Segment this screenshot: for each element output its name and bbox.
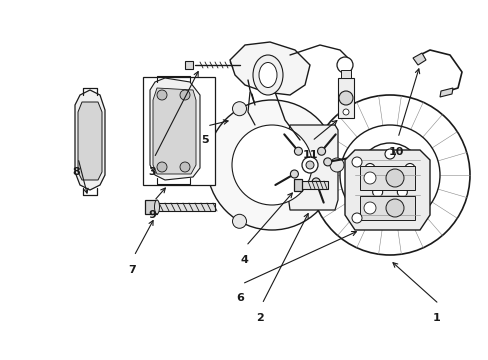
Polygon shape (293, 179, 302, 191)
Polygon shape (184, 61, 193, 69)
Circle shape (336, 57, 352, 73)
Ellipse shape (154, 200, 159, 214)
Circle shape (384, 149, 394, 159)
Polygon shape (229, 42, 309, 95)
Circle shape (329, 158, 343, 172)
Polygon shape (439, 88, 452, 97)
Polygon shape (78, 102, 102, 180)
Polygon shape (340, 70, 350, 78)
Circle shape (338, 91, 352, 105)
Text: 10: 10 (387, 147, 403, 157)
Circle shape (311, 178, 320, 186)
Polygon shape (153, 88, 196, 174)
Text: 9: 9 (148, 210, 156, 220)
Polygon shape (299, 181, 327, 189)
Circle shape (375, 161, 403, 189)
Text: 7: 7 (128, 265, 136, 275)
Circle shape (351, 157, 361, 167)
Circle shape (397, 187, 407, 197)
Text: 11: 11 (302, 150, 317, 160)
Circle shape (364, 163, 374, 174)
Polygon shape (145, 200, 157, 214)
Text: 5: 5 (201, 135, 208, 145)
Circle shape (323, 158, 331, 166)
Circle shape (232, 214, 246, 228)
Circle shape (404, 163, 414, 174)
Circle shape (372, 187, 382, 197)
Circle shape (363, 202, 375, 214)
Polygon shape (287, 125, 337, 210)
Polygon shape (345, 150, 429, 230)
Polygon shape (337, 78, 353, 118)
Circle shape (206, 100, 336, 230)
Circle shape (339, 125, 439, 225)
Polygon shape (155, 203, 215, 211)
Circle shape (317, 147, 325, 155)
Circle shape (357, 143, 421, 207)
Bar (142, 77, 215, 185)
Text: 1: 1 (432, 313, 440, 323)
Circle shape (351, 213, 361, 223)
Circle shape (302, 157, 317, 173)
Polygon shape (150, 78, 200, 180)
Polygon shape (359, 196, 414, 220)
Circle shape (294, 147, 302, 155)
Polygon shape (359, 166, 414, 190)
Circle shape (309, 95, 469, 255)
Polygon shape (75, 90, 105, 190)
Circle shape (290, 170, 298, 178)
Circle shape (180, 90, 190, 100)
Polygon shape (412, 53, 425, 65)
Circle shape (157, 162, 167, 172)
Circle shape (232, 102, 246, 116)
Circle shape (363, 172, 375, 184)
Text: 3: 3 (148, 167, 156, 177)
Circle shape (231, 125, 311, 205)
Circle shape (157, 90, 167, 100)
Text: 8: 8 (72, 167, 80, 177)
Circle shape (180, 162, 190, 172)
Circle shape (385, 199, 403, 217)
Ellipse shape (252, 55, 283, 95)
Text: 2: 2 (256, 313, 264, 323)
Circle shape (305, 161, 313, 169)
Ellipse shape (259, 63, 276, 87)
Circle shape (385, 169, 403, 187)
Text: 4: 4 (240, 255, 247, 265)
Text: 6: 6 (236, 293, 244, 303)
Circle shape (342, 109, 348, 115)
